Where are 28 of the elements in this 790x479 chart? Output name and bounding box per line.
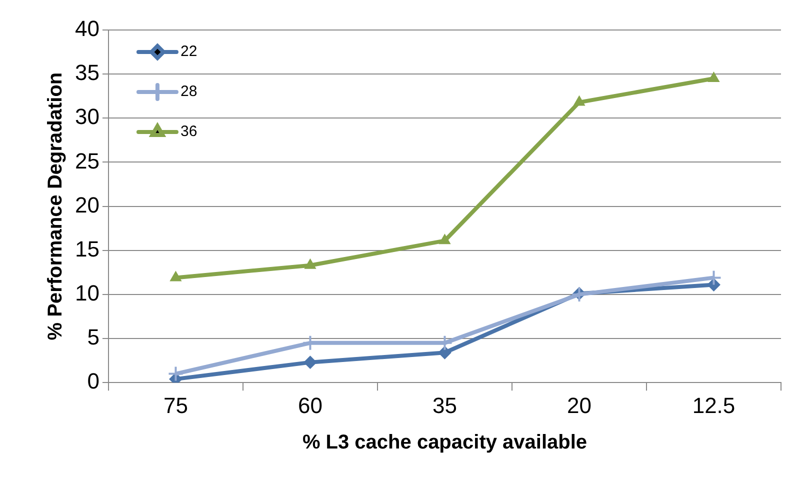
x-tick-label: 12.5	[692, 392, 736, 418]
point	[304, 258, 316, 269]
point	[439, 234, 450, 244]
point	[574, 96, 585, 106]
x-tick-label: 60	[298, 392, 322, 418]
y-tick-label: 35	[74, 60, 100, 86]
point	[438, 346, 452, 360]
point	[170, 271, 182, 282]
legend-label: 36	[180, 123, 198, 140]
y-tick-label: 25	[74, 148, 100, 174]
x-tick-label: 35	[432, 392, 457, 418]
x-axis-title: % L3 cache capacity available	[302, 432, 588, 454]
y-tick-label: 30	[74, 104, 100, 130]
legend-label: 22	[180, 43, 198, 60]
point	[168, 366, 184, 382]
y-tick-label: 10	[74, 280, 100, 306]
y-axis-title: % Performance Degradation	[44, 72, 67, 340]
y-tick-label: 40	[74, 16, 100, 42]
y-tick-label: 15	[74, 236, 100, 262]
y-tick-label: 20	[74, 192, 100, 218]
point	[304, 356, 317, 369]
point	[706, 270, 722, 286]
legend-label: 28	[180, 83, 198, 100]
x-tick-label: 75	[163, 392, 188, 418]
y-tick-label: 0	[87, 368, 100, 394]
y-tick-label: 5	[87, 324, 100, 350]
point	[708, 72, 720, 82]
x-tick-label: 20	[567, 392, 592, 418]
